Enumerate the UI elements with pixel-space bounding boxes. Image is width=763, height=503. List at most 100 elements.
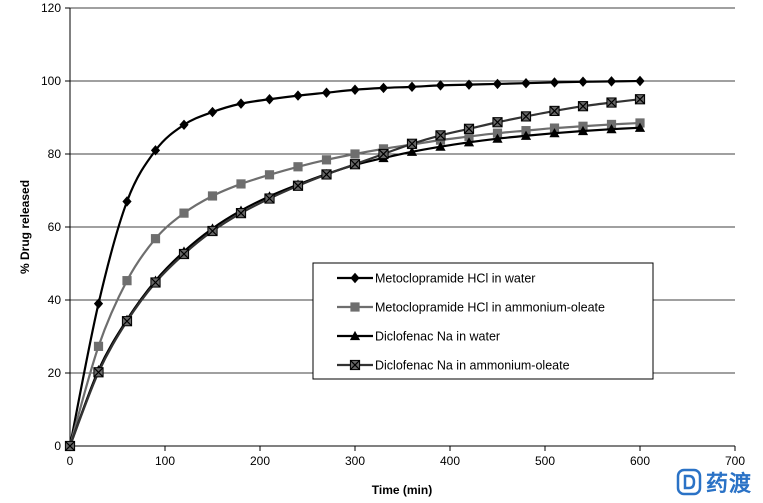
y-tick-label-120: 120: [41, 1, 61, 15]
legend-entry-3: Diclofenac Na in water: [337, 330, 500, 344]
legend-marker-2: [350, 302, 360, 312]
x-tick-label-600: 600: [630, 454, 650, 468]
legend: Metoclopramide HCl in water Metoclopramid…: [312, 262, 654, 380]
series-4-point-17: [549, 105, 560, 117]
watermark-logo-icon: [676, 468, 702, 496]
y-tick-label-20: 20: [48, 366, 62, 380]
series-4-point-2: [121, 316, 133, 327]
series-1-line: [68, 79, 641, 447]
series-1-point-19: [606, 76, 617, 87]
y-tick-label-100: 100: [41, 74, 61, 88]
series-2-point-16: [521, 126, 531, 136]
series-1-point-10: [350, 84, 360, 95]
series-3-point-19: [606, 124, 617, 134]
series-2-point-2: [122, 276, 132, 286]
legend-label-4: Diclofenac Na in ammonium-oleate: [375, 359, 570, 373]
series-2-point-7: [264, 170, 275, 180]
series-4-point-19: [606, 97, 617, 108]
series-1-point-2: [122, 196, 132, 207]
series-3-point-18: [577, 125, 589, 136]
series-4-point-14: [463, 123, 475, 134]
legend-marker-4: [349, 359, 361, 371]
series-2-point-3: [150, 234, 161, 244]
series-4-point-4: [178, 248, 190, 260]
series-2-point-5: [207, 191, 218, 201]
series-4-point-8: [292, 180, 304, 191]
legend-entry-1: Metoclopramide HCl in water: [337, 272, 535, 286]
series-2-point-1: [93, 341, 104, 351]
series-1-point-5: [207, 106, 218, 118]
series-3-point-14: [463, 137, 475, 147]
series-4: [64, 94, 646, 452]
series-4-point-11: [378, 148, 389, 160]
series-2-point-14: [464, 131, 474, 142]
series-2-point-6: [236, 179, 246, 189]
series-3-point-15: [492, 133, 503, 143]
series-1-point-11: [378, 82, 389, 94]
x-tick-label-300: 300: [345, 454, 365, 468]
series-4-point-12: [406, 138, 418, 149]
series-4-point-18: [577, 101, 589, 112]
series-2-point-10: [350, 149, 360, 159]
legend-marker-3: [349, 330, 361, 341]
series-2-point-9: [321, 155, 332, 165]
x-tick-label-700: 700: [725, 454, 745, 468]
series-4-point-13: [435, 130, 446, 141]
series-2-point-11: [378, 144, 389, 154]
series-2-point-4: [179, 208, 189, 218]
legend-entry-2: Metoclopramide HCl in ammonium-oleate: [337, 301, 605, 315]
axes: [65, 7, 736, 451]
y-tick-label-0: 0: [54, 439, 61, 453]
series-1-point-15: [492, 78, 503, 90]
y-tick-label-40: 40: [48, 293, 62, 307]
series-1-point-9: [321, 87, 332, 98]
x-tick-label-200: 200: [250, 454, 270, 468]
legend-marker-1: [350, 272, 360, 284]
series-2-point-15: [492, 128, 503, 138]
series-4-point-1: [93, 367, 104, 378]
legend-label-3: Diclofenac Na in water: [375, 330, 500, 344]
x-tick-label-0: 0: [67, 454, 74, 468]
series-4-point-9: [321, 169, 332, 180]
watermark: 药渡: [676, 464, 763, 500]
series-3-point-12: [406, 146, 418, 156]
x-tick-label-100: 100: [155, 454, 175, 468]
series-1-point-7: [264, 94, 275, 105]
series-3-point-13: [435, 141, 446, 151]
series-2-point-17: [549, 123, 560, 133]
legend-label-2: Metoclopramide HCl in ammonium-oleate: [375, 301, 605, 315]
series-group: [64, 75, 646, 452]
series-2-point-8: [293, 162, 303, 172]
series-4-point-16: [520, 111, 532, 122]
series-4-point-0: [64, 440, 76, 452]
y-axis-title: % Drug released: [18, 180, 32, 274]
series-4-point-5: [207, 225, 218, 237]
x-axis-title: Time (min): [372, 483, 432, 497]
series-4-point-15: [492, 117, 503, 128]
series-4-point-3: [150, 277, 161, 288]
series-1-point-13: [435, 80, 446, 91]
series-1-point-1: [93, 298, 104, 309]
series-1-point-18: [578, 76, 588, 87]
watermark-text: 药渡: [706, 472, 753, 497]
series-1-point-3: [150, 145, 161, 156]
y-tick-label-80: 80: [48, 147, 62, 161]
series-1-point-16: [521, 77, 531, 89]
series-4-point-20: [634, 94, 646, 105]
series-1-point-20: [635, 75, 645, 87]
tick-labels: 0 20 40 60 80 100 120 0 100 200 300 400 500 600 700: [41, 1, 745, 468]
series-1-point-6: [236, 98, 246, 109]
legend-box: [312, 262, 654, 380]
series-3-point-20: [634, 122, 646, 132]
series-1-point-14: [464, 79, 474, 90]
series-1-point-17: [549, 77, 560, 88]
series-1-point-4: [179, 119, 189, 130]
series-1-point-8: [293, 90, 303, 101]
series-4-point-7: [264, 193, 275, 204]
x-tick-label-500: 500: [535, 454, 555, 468]
series-4-point-6: [235, 208, 247, 219]
series-1: [65, 75, 645, 452]
series-4-point-10: [349, 159, 361, 170]
y-tick-label-60: 60: [48, 220, 62, 234]
